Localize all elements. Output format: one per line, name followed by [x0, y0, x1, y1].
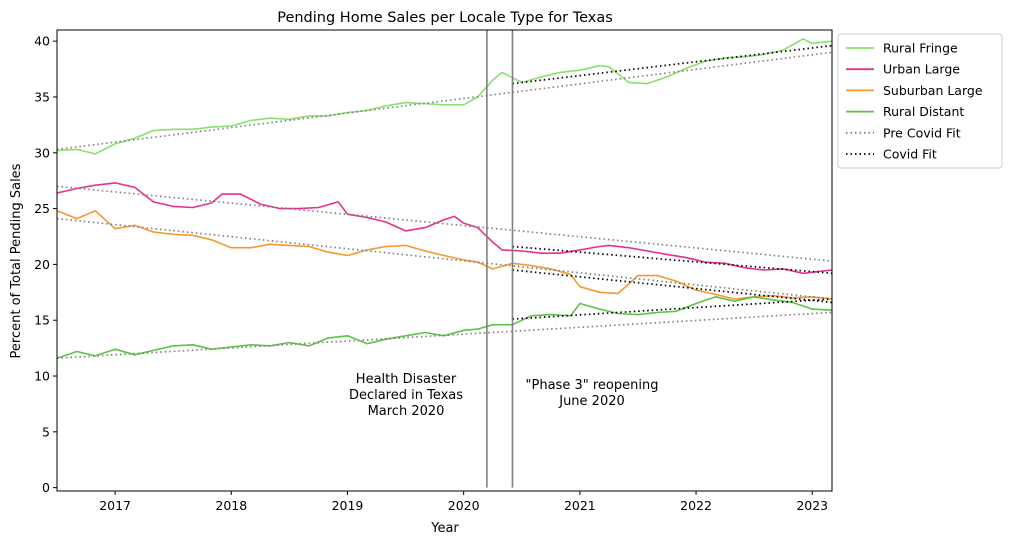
- x-tick-label-2021: 2021: [564, 498, 596, 513]
- y-tick-label-0: 0: [42, 480, 50, 495]
- x-tick-label-2023: 2023: [796, 498, 828, 513]
- y-tick-label-30: 30: [34, 145, 50, 160]
- legend-label-urban-large: Urban Large: [883, 62, 960, 77]
- legend-label-covid-fit: Covid Fit: [883, 147, 937, 162]
- legend-label-suburban-large: Suburban Large: [883, 83, 983, 98]
- x-tick-label-2020: 2020: [448, 498, 480, 513]
- pre-covid-fit-line-2: [56, 185, 833, 262]
- pre-covid-fit-line-4: [56, 311, 833, 360]
- urban-large-line: [56, 182, 833, 275]
- annotation-1: Health Disaster Declared in Texas March 20…: [349, 372, 463, 419]
- y-tick-label-15: 15: [34, 313, 50, 328]
- event-lines: [486, 30, 514, 488]
- x-tick-label-2018: 2018: [215, 498, 247, 513]
- chart-title: Pending Home Sales per Locale Type for T…: [277, 10, 613, 26]
- y-tick-label-20: 20: [34, 257, 50, 272]
- y-tick-label-5: 5: [42, 424, 50, 439]
- legend-label-pre-covid-fit: Pre Covid Fit: [883, 125, 961, 140]
- annotations: Health Disaster Declared in Texas March 20…: [349, 372, 659, 419]
- y-tick-label-35: 35: [34, 89, 50, 104]
- legend-box: [837, 33, 1003, 169]
- x-tick-label-2017: 2017: [99, 498, 131, 513]
- y-tick-label-40: 40: [34, 34, 50, 49]
- y-axis: 0 5 10 15 20 25 30 35 40: [34, 34, 57, 495]
- annotation-2: "Phase 3" reopening June 2020: [526, 378, 659, 409]
- legend-label-rural-fringe: Rural Fringe: [883, 41, 958, 56]
- x-axis-label: Year: [430, 521, 459, 536]
- y-axis-label: Percent of Total Pending Sales: [9, 163, 24, 358]
- legend: Rural Fringe Urban Large Suburban Large Rur…: [837, 33, 1003, 169]
- pre-covid-fit-line-3: [56, 217, 833, 300]
- x-tick-label-2022: 2022: [680, 498, 712, 513]
- plot-frame: [56, 29, 833, 492]
- rural-distant-line: [56, 295, 833, 359]
- y-tick-label-25: 25: [34, 201, 50, 216]
- legend-label-rural-distant: Rural Distant: [883, 104, 964, 119]
- x-tick-label-2019: 2019: [332, 498, 364, 513]
- x-axis: 2017 2018 2019 2020 2021 2022 2023: [99, 491, 828, 513]
- suburban-large-line: [56, 210, 833, 300]
- y-tick-label-10: 10: [34, 369, 50, 384]
- plot-lines: [56, 38, 833, 360]
- covid-fit-line-4: [512, 298, 833, 320]
